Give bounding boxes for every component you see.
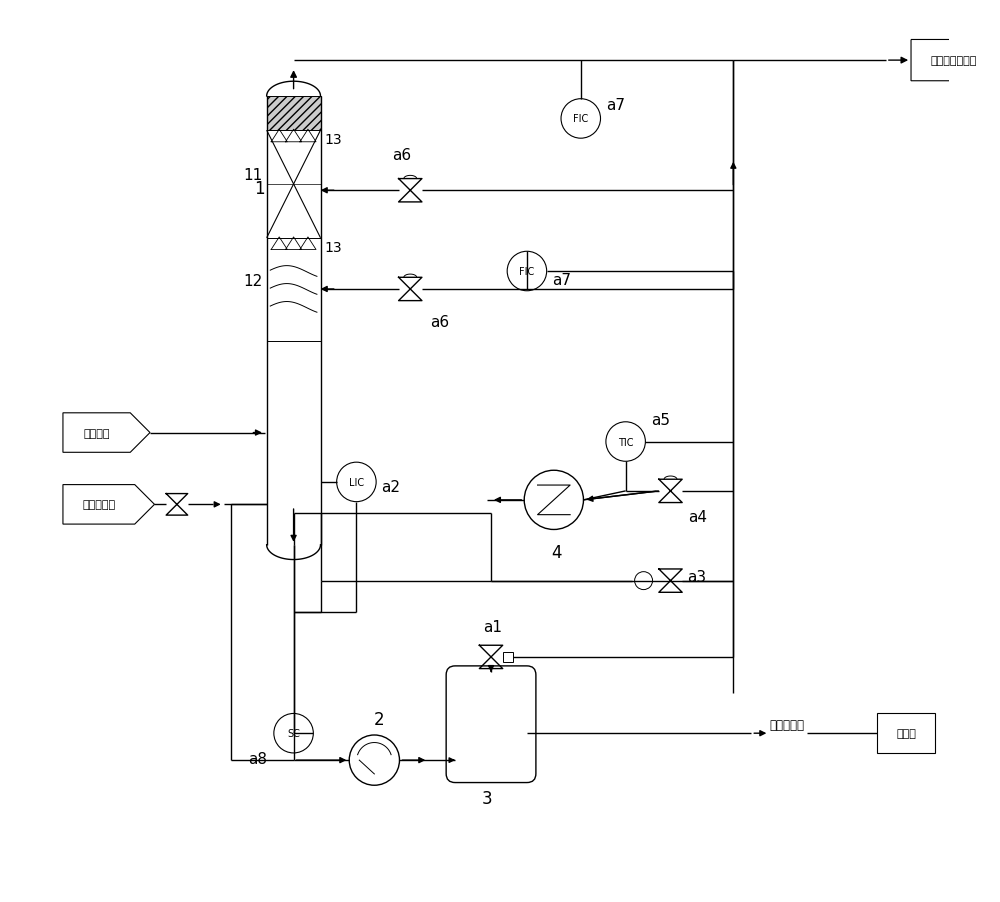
Bar	[503, 652, 513, 662]
Text: 13: 13	[324, 241, 342, 254]
Text: 3: 3	[481, 789, 492, 807]
Text: 1: 1	[254, 180, 265, 198]
Bar	[267, 97, 321, 131]
Text: 焚烧炉: 焚烧炉	[897, 729, 916, 739]
Text: 4: 4	[551, 543, 562, 561]
Text: 聚合物排渣: 聚合物排渣	[769, 718, 804, 731]
FancyBboxPatch shape	[446, 667, 536, 783]
Text: 11: 11	[243, 169, 262, 183]
Text: FIC: FIC	[573, 115, 588, 124]
Text: a7: a7	[552, 273, 571, 288]
Text: a3: a3	[687, 569, 706, 584]
Text: 12: 12	[243, 273, 262, 289]
Text: a4: a4	[688, 509, 707, 524]
Text: 补充新鲜水: 补充新鲜水	[82, 500, 115, 510]
Text: FIC: FIC	[519, 267, 535, 277]
Text: a5: a5	[651, 412, 670, 428]
Text: 2: 2	[374, 710, 384, 728]
Text: LIC: LIC	[349, 477, 364, 487]
Text: a6: a6	[430, 315, 449, 330]
Text: 高级沃至焚烧炉: 高级沃至焚烧炉	[931, 56, 977, 66]
Text: a7: a7	[606, 98, 625, 114]
Text: SC: SC	[287, 729, 300, 739]
Text: a2: a2	[382, 479, 401, 494]
Text: a1: a1	[483, 620, 502, 635]
Text: a8: a8	[248, 751, 267, 766]
Text: TIC: TIC	[618, 437, 633, 447]
Bar	[877, 713, 935, 753]
Text: 13: 13	[324, 133, 342, 147]
Text: 高级沃气: 高级沃气	[84, 428, 110, 438]
Text: a6: a6	[392, 147, 411, 162]
